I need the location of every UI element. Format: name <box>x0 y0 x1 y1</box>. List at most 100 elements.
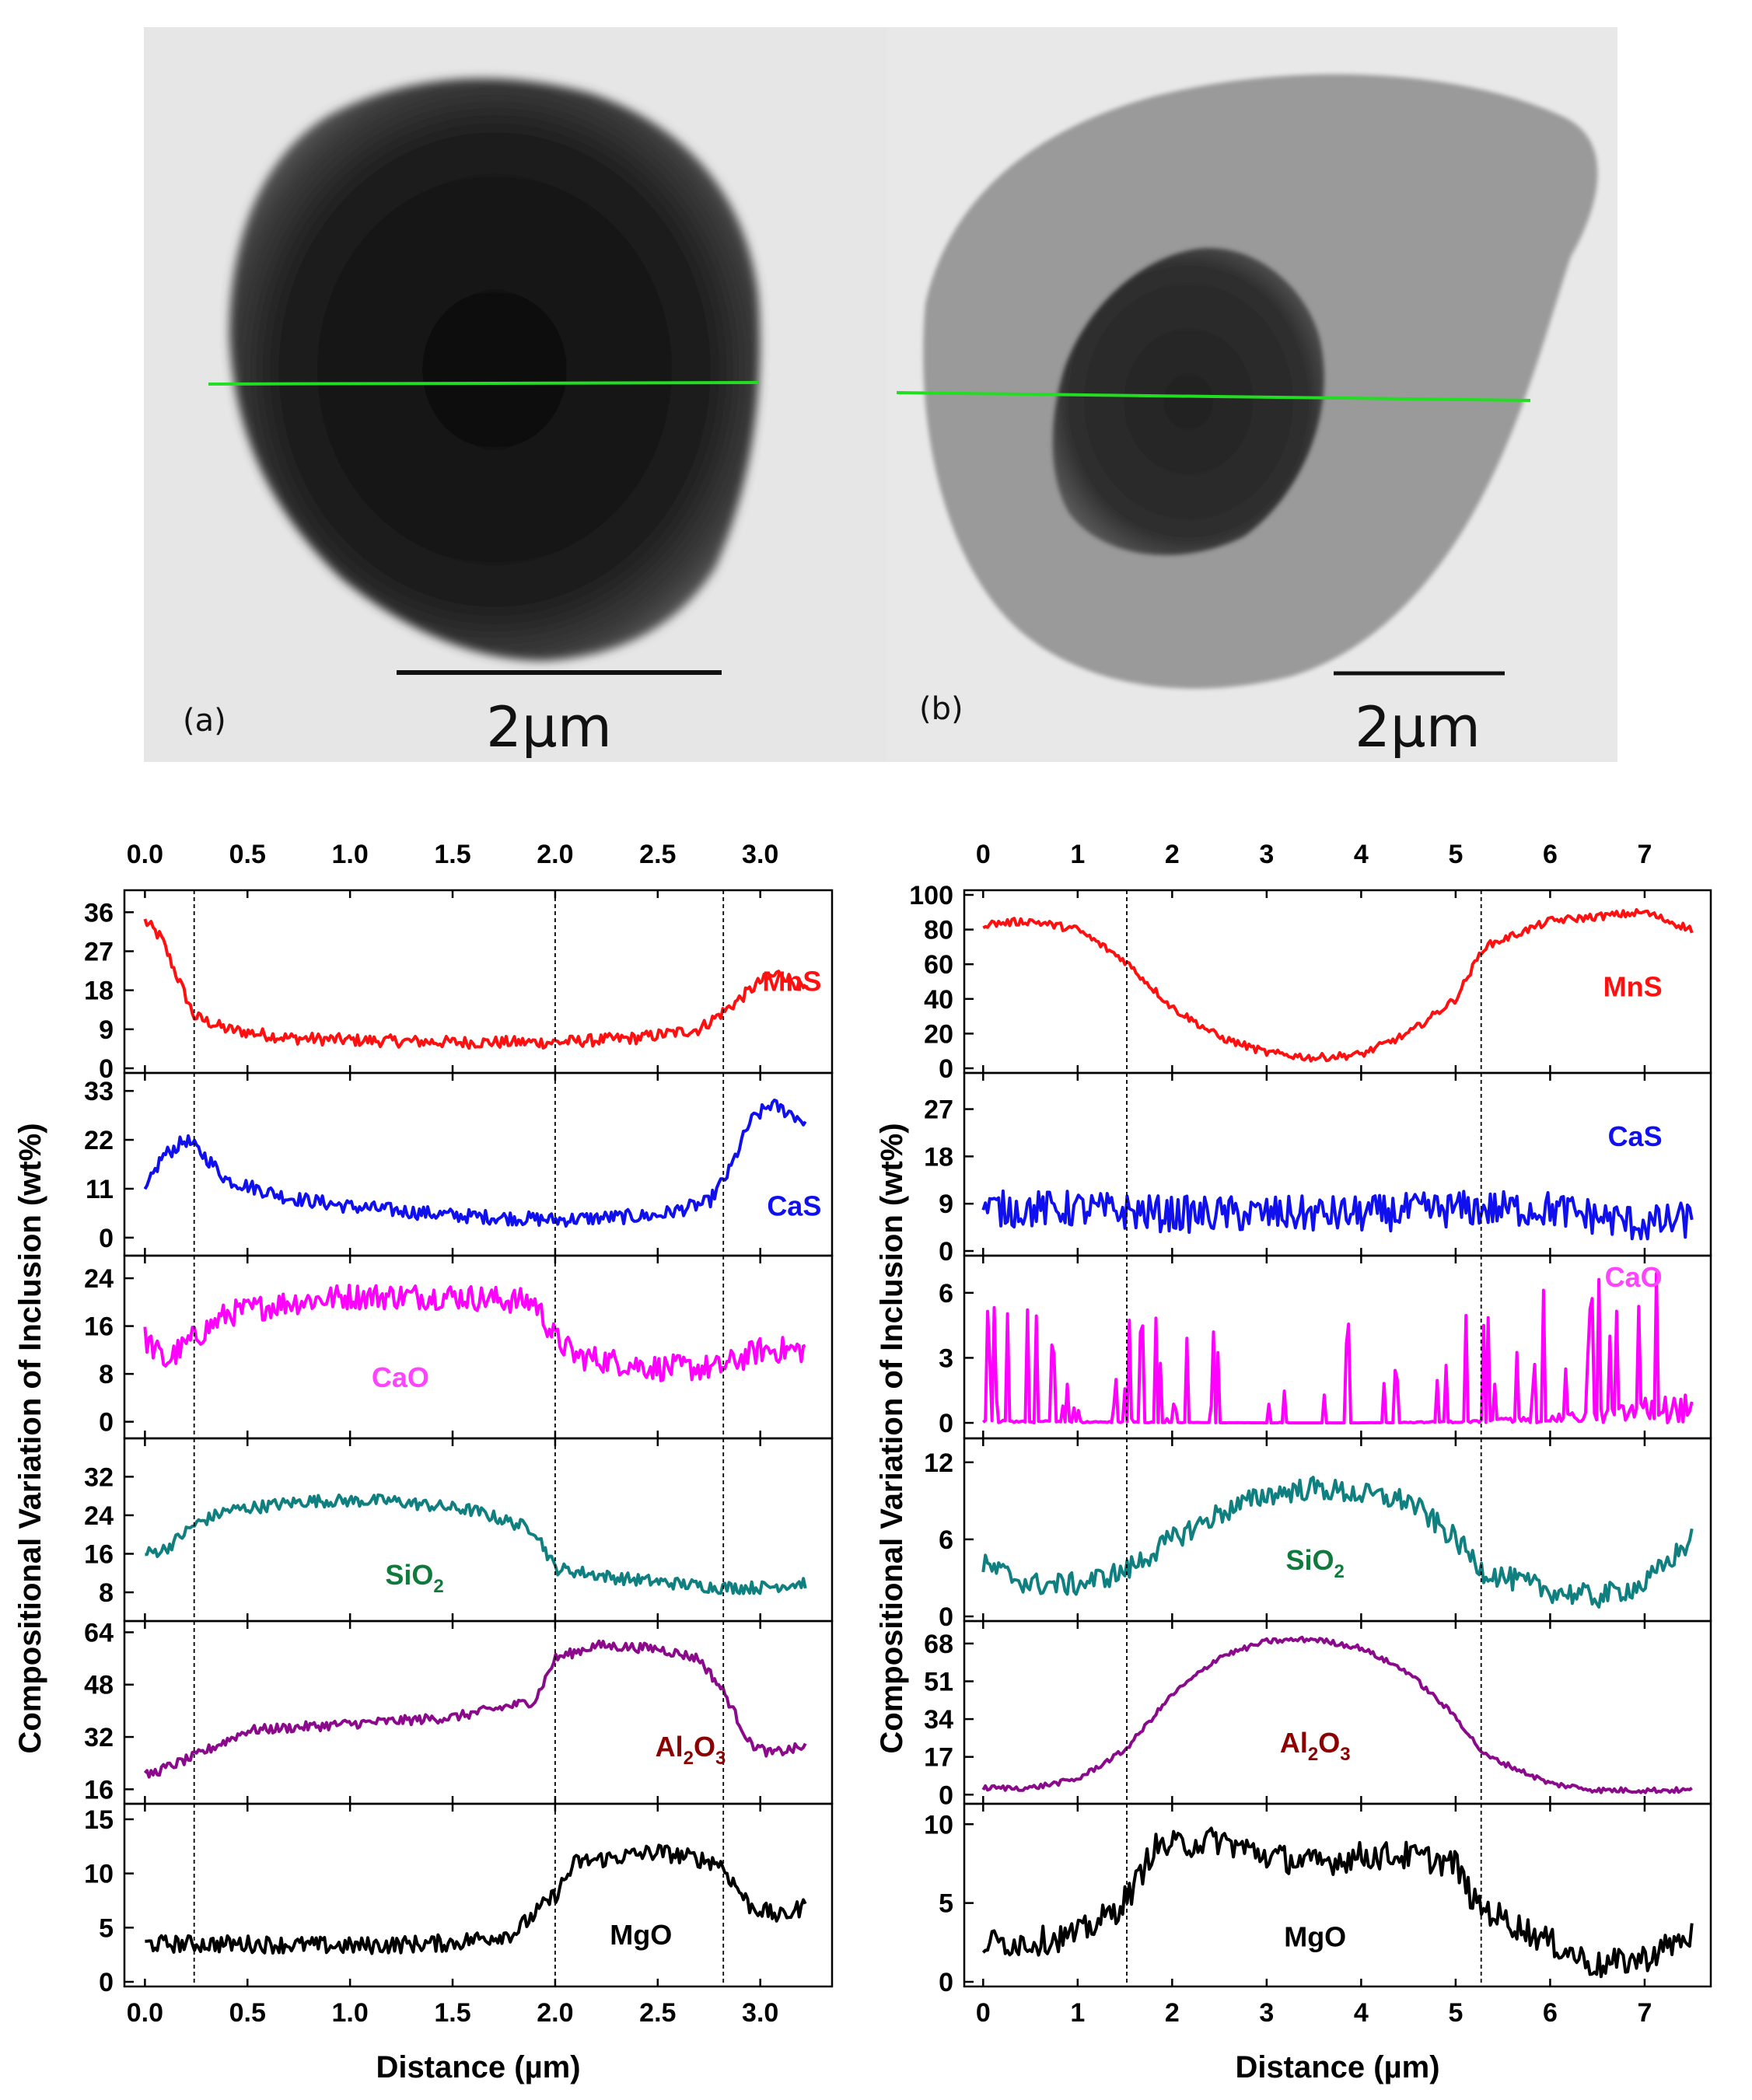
scan-line-a <box>208 381 759 386</box>
micrograph-b: 2µm (b) <box>886 27 1617 762</box>
bottom-x-tick-label: 2.0 <box>537 1998 573 2028</box>
bottom-x-tick-label: 1 <box>1070 1998 1085 2028</box>
top-x-tick-label: 6 <box>1543 840 1558 869</box>
series-line-SiO2 <box>145 1493 807 1595</box>
y-tick-label: 18 <box>84 977 114 1006</box>
y-tick-label: 10 <box>924 1810 953 1840</box>
panel-CaS: 0 9 18 27 CaS <box>924 1071 1712 1267</box>
bottom-x-tick-label: 5 <box>1448 1998 1463 2028</box>
series-line-MnS <box>143 918 807 1050</box>
panel-MnS: 0 20 40 60 80 100 MnS <box>909 881 1712 1084</box>
bottom-x-tick-label: 2.5 <box>639 1998 676 2028</box>
panel-CaS: 0 11 22 33 CaS <box>84 1071 834 1257</box>
y-tick-label: 0 <box>939 1409 953 1438</box>
y-tick-label: 17 <box>924 1743 953 1773</box>
y-tick-label: 9 <box>99 1015 114 1045</box>
bottom-x-tick-label: 2 <box>1165 1998 1180 2028</box>
y-tick-label: 5 <box>939 1889 953 1919</box>
y-tick-label: 0 <box>939 1780 953 1810</box>
y-tick-label: 51 <box>924 1667 953 1696</box>
y-tick-label: 0 <box>939 1968 953 1997</box>
panel-Al2O3: 0 17 34 51 68 Al2O3 <box>924 1620 1712 1810</box>
series-label-CaS: CaS <box>1608 1120 1663 1152</box>
panel-frame <box>123 1802 834 1988</box>
series-label-SiO2: SiO2 <box>1286 1544 1345 1582</box>
top-x-tick-label: 1.0 <box>332 840 369 869</box>
y-tick-label: 15 <box>84 1805 114 1835</box>
y-tick-label: 48 <box>84 1671 114 1700</box>
series-label-MnS: MnS <box>762 965 821 997</box>
bottom-x-tick-label: 4 <box>1354 1998 1369 2028</box>
top-x-tick-label: 0 <box>976 840 991 869</box>
top-x-tick-label: 3 <box>1259 840 1274 869</box>
y-tick-label: 68 <box>924 1630 953 1659</box>
y-tick-label: 22 <box>84 1126 114 1155</box>
panel-frame <box>963 889 1712 1074</box>
bottom-x-tick-label: 1.0 <box>332 1998 369 2028</box>
series-line-MgO <box>145 1843 807 1955</box>
panel-frame <box>123 1437 834 1623</box>
series-line-CaS <box>981 1189 1694 1241</box>
panel-label-b: (b) <box>919 691 963 727</box>
y-tick-label: 60 <box>924 950 953 980</box>
bottom-x-tick-label: 6 <box>1543 1998 1558 2028</box>
panel-label-a: (a) <box>183 703 226 739</box>
panel-MnS: 0 9 18 27 36 MnS <box>84 889 834 1084</box>
bottom-x-tick-label: 0.0 <box>127 1998 163 2028</box>
scale-text-a: 2µm <box>486 694 612 760</box>
y-tick-label: 27 <box>924 1095 953 1125</box>
y-tick-label: 0 <box>99 1054 114 1084</box>
panel-CaO: 0 8 16 24 CaO <box>84 1254 834 1440</box>
y-tick-label: 10 <box>84 1860 114 1889</box>
series-line-CaO <box>143 1284 806 1382</box>
y-tick-label: 16 <box>84 1312 114 1342</box>
panel-frame <box>123 1254 834 1440</box>
y-tick-label: 3 <box>939 1344 953 1373</box>
x-axis-label: Distance (µm) <box>1235 2050 1439 2084</box>
y-tick-label: 11 <box>86 1175 114 1204</box>
y-tick-label: 36 <box>84 898 114 928</box>
series-label-CaO: CaO <box>372 1361 429 1393</box>
top-x-tick-label: 2.0 <box>537 840 573 869</box>
y-tick-label: 0 <box>99 1224 114 1253</box>
y-tick-label: 100 <box>909 881 953 910</box>
micrograph-a: 2µm (a) <box>144 27 886 762</box>
top-x-tick-label: 2.5 <box>639 840 676 869</box>
bottom-x-tick-label: 1.5 <box>434 1998 470 2028</box>
y-tick-label: 24 <box>84 1264 114 1294</box>
y-tick-label: 32 <box>84 1723 114 1752</box>
series-line-CaS <box>143 1099 807 1228</box>
y-tick-label: 40 <box>924 985 953 1015</box>
series-label-MnS: MnS <box>1603 970 1663 1002</box>
series-label-SiO2: SiO2 <box>385 1559 443 1597</box>
y-tick-label: 5 <box>99 1913 114 1943</box>
series-line-MgO <box>981 1826 1694 1979</box>
scan-line-b <box>896 391 1531 402</box>
scale-text-b: 2µm <box>1355 694 1481 760</box>
top-x-tick-label: 0.5 <box>229 840 266 869</box>
top-x-tick-label: 4 <box>1354 840 1369 869</box>
y-tick-label: 16 <box>84 1775 114 1805</box>
panel-frame <box>123 1071 834 1257</box>
series-line-Al2O3 <box>143 1639 807 1779</box>
top-x-tick-label: 0.0 <box>127 840 163 869</box>
inclusion-core-b <box>1052 248 1324 555</box>
y-tick-label: 33 <box>84 1077 114 1106</box>
y-tick-label: 20 <box>924 1019 953 1049</box>
bottom-x-tick-label: 3.0 <box>742 1998 778 2028</box>
series-line-MnS <box>982 908 1694 1063</box>
bottom-x-tick-label: 3 <box>1259 1998 1274 2028</box>
y-tick-label: 27 <box>84 937 114 966</box>
panel-Al2O3: 16 32 48 64 Al2O3 <box>84 1618 834 1805</box>
top-x-tick-label: 2 <box>1165 840 1180 869</box>
inclusion-particle-a <box>229 78 761 661</box>
bottom-x-tick-label: 0.5 <box>229 1998 266 2028</box>
y-tick-label: 8 <box>99 1360 114 1389</box>
y-tick-label: 24 <box>84 1501 114 1531</box>
top-x-tick-label: 3.0 <box>742 840 778 869</box>
y-tick-label: 64 <box>84 1618 114 1648</box>
left-line-profile-chart: 0.0 0.0 0.5 0.5 1.0 1.0 1.5 1.5 2.0 2.0 2.5 2.5 3.0 3… <box>13 840 834 2084</box>
y-tick-label: 0 <box>939 1054 953 1084</box>
